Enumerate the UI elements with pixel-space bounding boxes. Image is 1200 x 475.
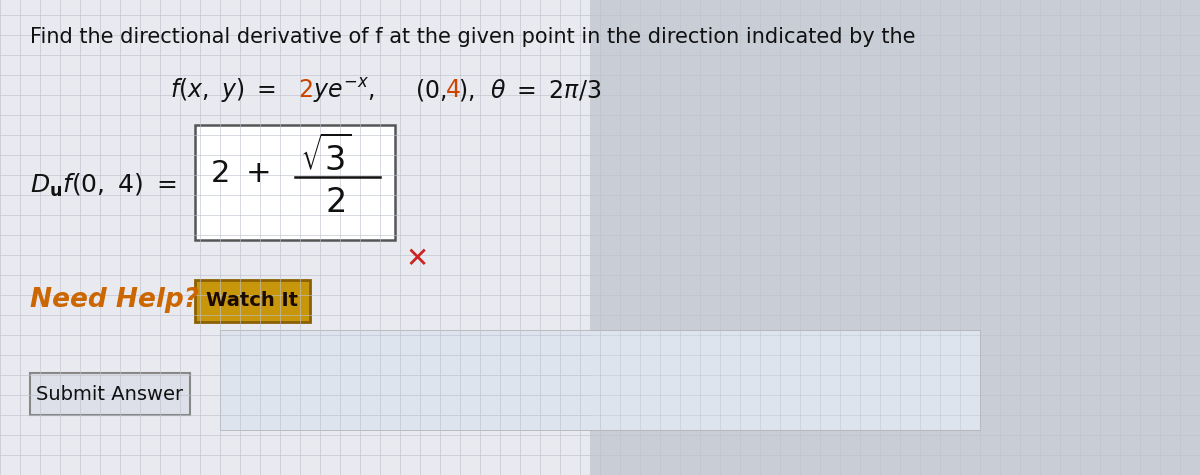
Text: $f(x,\ y)\ =\ $: $f(x,\ y)\ =\ $ xyxy=(170,76,276,104)
Text: $\sqrt{3}$: $\sqrt{3}$ xyxy=(300,136,352,178)
Text: $D_\mathbf{u}f(0,\ 4)\ =$: $D_\mathbf{u}f(0,\ 4)\ =$ xyxy=(30,171,176,199)
Text: $2$: $2$ xyxy=(325,187,346,219)
Text: $),$: $),$ xyxy=(458,77,474,103)
Text: $\theta\ =\ 2\pi/3$: $\theta\ =\ 2\pi/3$ xyxy=(490,77,601,103)
Text: $ye^{-x},$: $ye^{-x},$ xyxy=(313,76,374,104)
Text: ✕: ✕ xyxy=(406,245,428,273)
Text: Submit Answer: Submit Answer xyxy=(36,384,184,403)
Text: $4$: $4$ xyxy=(445,78,461,102)
FancyBboxPatch shape xyxy=(194,280,310,322)
FancyBboxPatch shape xyxy=(0,0,590,475)
FancyBboxPatch shape xyxy=(30,373,190,415)
FancyBboxPatch shape xyxy=(220,330,980,430)
Text: $2\ +$: $2\ +$ xyxy=(210,159,270,188)
Text: $(0,$: $(0,$ xyxy=(415,77,446,103)
Text: Need Help?: Need Help? xyxy=(30,287,199,313)
Text: Find the directional derivative of f at the given point in the direction indicat: Find the directional derivative of f at … xyxy=(30,27,916,47)
FancyBboxPatch shape xyxy=(194,125,395,240)
Text: Watch It: Watch It xyxy=(206,291,299,310)
Text: $2$: $2$ xyxy=(298,78,313,102)
